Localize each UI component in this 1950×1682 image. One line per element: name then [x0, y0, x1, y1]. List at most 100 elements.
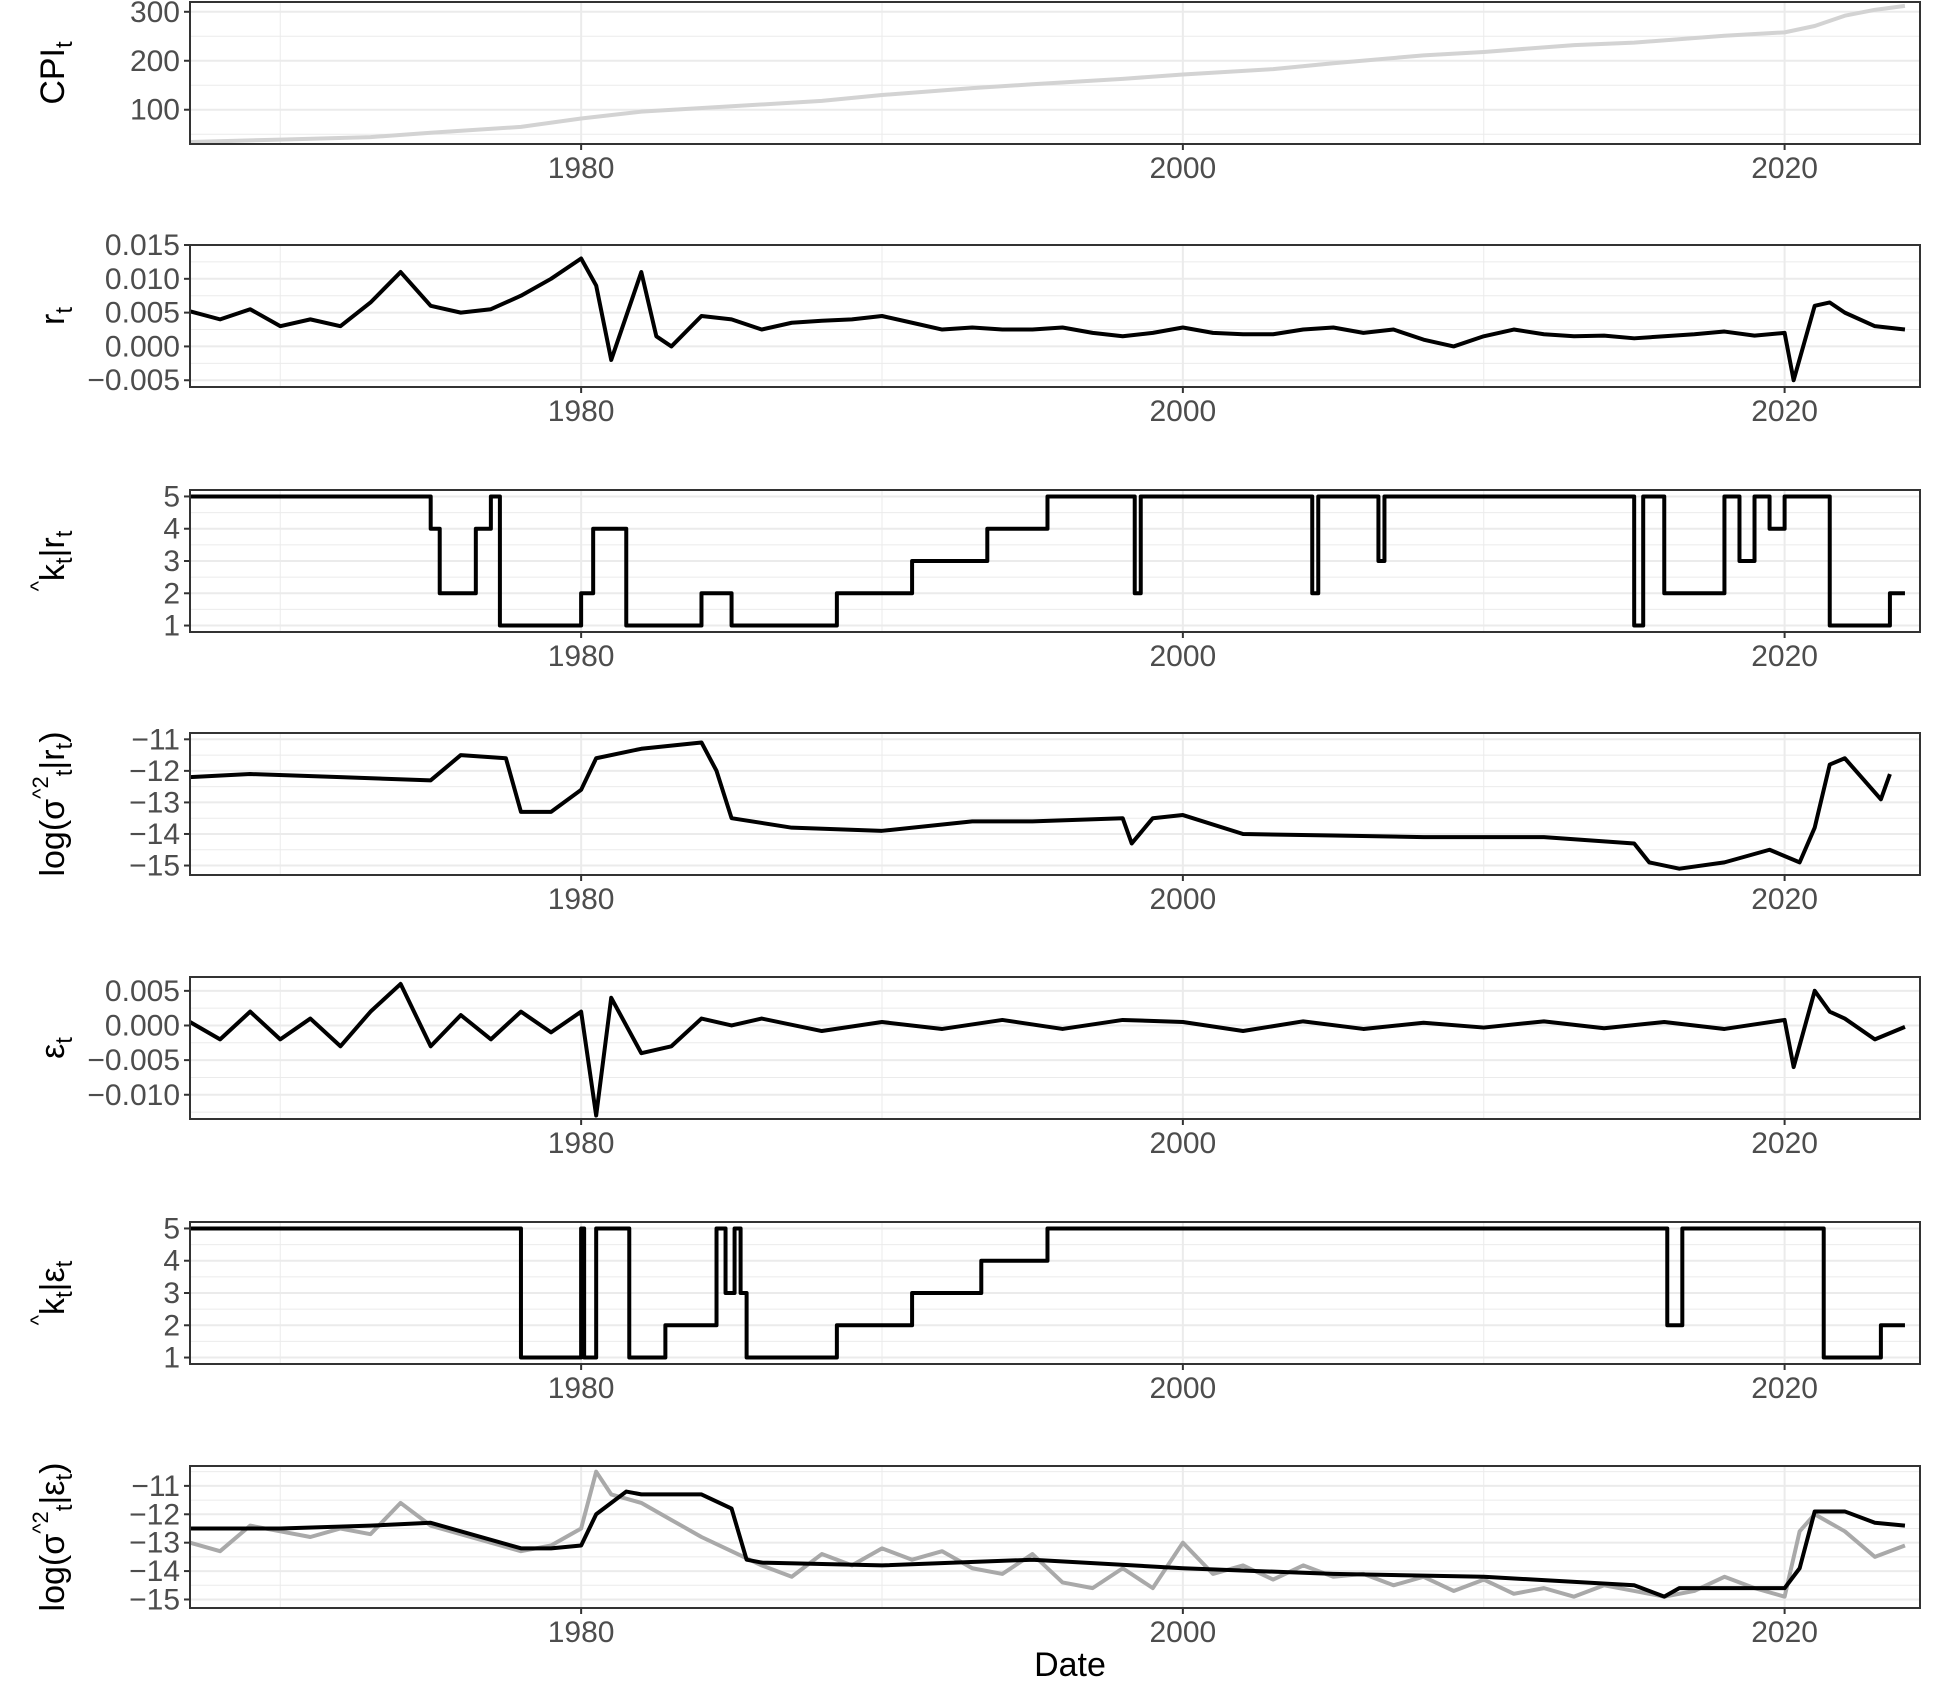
x-tick-label: 2020 [1751, 1127, 1818, 1160]
y-axis-title-condition: |r [34, 537, 72, 557]
y-axis-title-subscript: t [51, 1504, 78, 1511]
y-axis-title-condition: |r [34, 749, 72, 769]
x-tick-label: 2000 [1149, 1372, 1216, 1405]
y-axis-title-main: log( [34, 819, 72, 876]
x-tick-label: 2000 [1149, 1127, 1216, 1160]
y-tick-label: 100 [130, 94, 180, 127]
x-tick-label: 2000 [1149, 1616, 1216, 1649]
y-axis-title-subscript: t [51, 557, 78, 564]
grid [190, 977, 1920, 1119]
x-axis-title: Date [1034, 1646, 1106, 1682]
y-tick-label: −11 [131, 723, 180, 756]
y-axis-title-condition-subscript: t [51, 1474, 78, 1481]
y-axis-title-sigma: σ [34, 1534, 72, 1555]
y-axis-title: εt [34, 1037, 78, 1059]
y-axis-title: ^kt|εt [26, 1260, 78, 1325]
x-tick-label: 2020 [1751, 1372, 1818, 1405]
series-line-1 [190, 494, 1905, 628]
y-axis-title-condition: |ε [34, 1481, 72, 1505]
y-tick-label: −12 [129, 755, 180, 788]
x-tick-label: 1980 [548, 883, 615, 916]
y-axis-title: log(σ^2t|rt) [28, 731, 78, 876]
series-line-1 [190, 1469, 1906, 1599]
x-tick-label: 2020 [1751, 1616, 1818, 1649]
x-tick-label: 1980 [548, 395, 615, 428]
grid [190, 2, 1920, 144]
y-tick-label: 1 [163, 610, 180, 643]
y-axis-title-main: CPI [34, 48, 72, 105]
y-axis-title-subscript: t [51, 1291, 78, 1298]
panel-border [189, 1465, 1921, 1609]
y-tick-label: −0.005 [87, 1044, 180, 1077]
y-tick-label: −13 [129, 1527, 180, 1560]
y-tick-label: −15 [129, 1583, 180, 1616]
y-tick-label: 2 [163, 1309, 180, 1342]
x-tick-label: 2020 [1751, 152, 1818, 185]
y-axis-title-hat-square: ^2 [28, 1511, 53, 1534]
y-tick-label: 200 [130, 45, 180, 78]
y-axis-title-hat-square: ^2 [28, 776, 53, 799]
x-tick-label: 2020 [1751, 395, 1818, 428]
y-tick-label: 0.005 [105, 297, 180, 330]
y-tick-label: 3 [163, 1277, 180, 1310]
y-tick-label: 4 [163, 1245, 180, 1278]
y-axis-title-hat: ^ [26, 580, 51, 591]
x-tick-label: 1980 [548, 1127, 615, 1160]
y-tick-label: −12 [129, 1498, 180, 1531]
x-tick-label: 2000 [1149, 640, 1216, 673]
y-axis-title-hat: ^ [26, 1314, 51, 1325]
x-tick-label: 2020 [1751, 640, 1818, 673]
y-tick-label: −14 [129, 1555, 180, 1588]
x-tick-label: 1980 [548, 1616, 615, 1649]
y-axis-title-close: ) [34, 1463, 72, 1474]
panel-border [189, 732, 1921, 876]
panel-1: 1980 2000 2020 100 200 300 CPIt [34, 0, 1921, 185]
y-tick-label: −0.005 [87, 364, 180, 397]
y-axis-title-sigma: σ [34, 799, 72, 820]
y-axis-title-subscript: t [51, 41, 78, 48]
series-line-2 [190, 1489, 1906, 1599]
series-line-1 [190, 256, 1906, 383]
y-axis-title-condition: |ε [34, 1267, 72, 1291]
y-axis-title: rt [34, 307, 78, 325]
y-tick-label: −0.010 [87, 1079, 180, 1112]
panel-border [189, 976, 1921, 1120]
series-line-1 [190, 740, 1892, 871]
y-tick-label: 3 [163, 545, 180, 578]
y-tick-label: 0.000 [105, 330, 180, 363]
y-tick-label: 5 [163, 1212, 180, 1245]
y-axis-title-main: k [34, 1297, 72, 1315]
y-tick-label: 2 [163, 577, 180, 610]
y-axis-title-condition-subscript: t [51, 530, 78, 537]
y-axis-title-main: ε [34, 1044, 72, 1059]
y-axis-title-subscript: t [51, 1037, 78, 1044]
y-tick-label: 300 [130, 0, 180, 29]
y-axis-title-condition-subscript: t [51, 1260, 78, 1267]
y-tick-label: 0.005 [105, 975, 180, 1008]
y-tick-label: 0.015 [105, 229, 180, 262]
y-axis-title: ^kt|rt [26, 530, 78, 591]
x-tick-label: 2000 [1149, 395, 1216, 428]
y-tick-label: 5 [163, 480, 180, 513]
y-axis-title-main: k [34, 563, 72, 581]
y-tick-label: 1 [163, 1342, 180, 1375]
panel-border [189, 1, 1921, 145]
grid [190, 1222, 1920, 1364]
x-tick-label: 2000 [1149, 883, 1216, 916]
x-tick-label: 1980 [548, 640, 615, 673]
series-line-1 [190, 1226, 1905, 1360]
y-axis-title-subscript: t [51, 307, 78, 314]
series-line-1 [190, 981, 1906, 1118]
panel-border [189, 244, 1921, 388]
y-tick-label: 0.010 [105, 263, 180, 296]
y-tick-label: −13 [129, 786, 180, 819]
x-tick-label: 2000 [1149, 152, 1216, 185]
y-axis-title: log(σ^2t|εt) [28, 1463, 78, 1612]
